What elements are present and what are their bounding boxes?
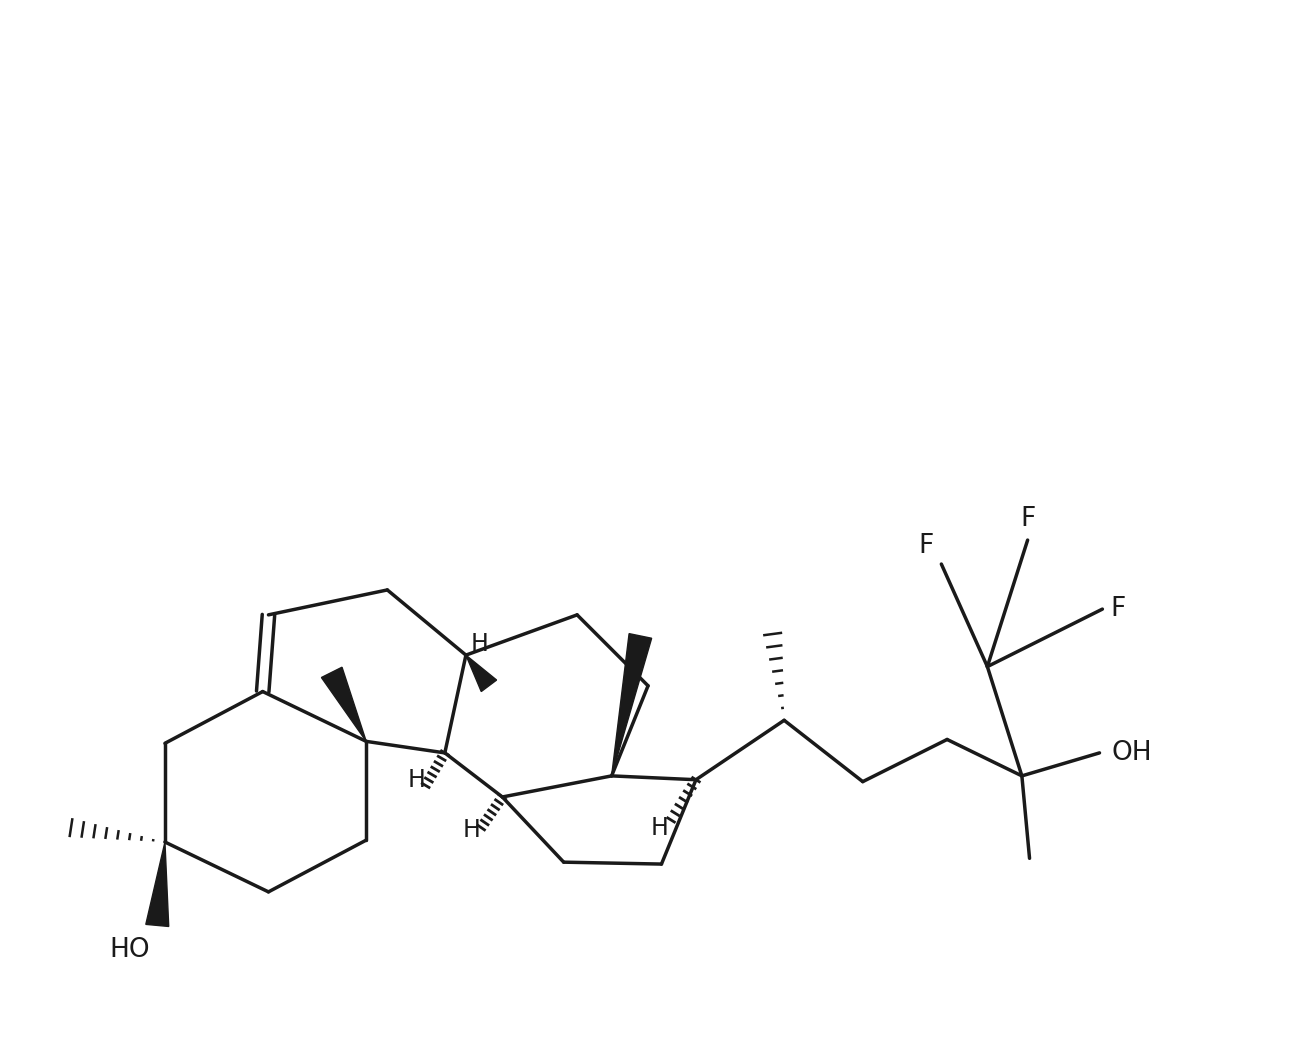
Text: H: H xyxy=(408,768,424,792)
Polygon shape xyxy=(611,633,652,775)
Text: HO: HO xyxy=(109,937,149,963)
Text: OH: OH xyxy=(1111,740,1151,766)
Text: H: H xyxy=(650,816,668,840)
Text: H: H xyxy=(462,818,480,842)
Text: F: F xyxy=(1020,507,1036,532)
Polygon shape xyxy=(322,667,366,741)
Polygon shape xyxy=(466,655,497,691)
Polygon shape xyxy=(145,842,169,927)
Text: F: F xyxy=(919,534,933,559)
Text: F: F xyxy=(1110,596,1125,622)
Text: H: H xyxy=(470,631,488,656)
